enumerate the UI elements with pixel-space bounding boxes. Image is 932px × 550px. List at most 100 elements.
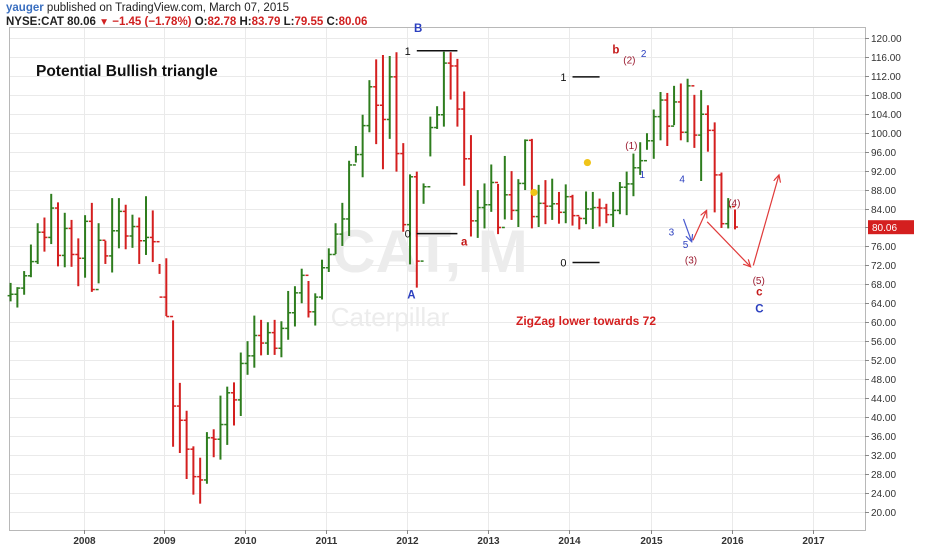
- ohlc-bar: [427, 116, 434, 188]
- ohlc-bar: [122, 204, 129, 250]
- ohlc-bar: [102, 239, 109, 264]
- high-label: H:: [239, 16, 252, 28]
- wave-label: B: [414, 23, 422, 35]
- ohlc-bar: [569, 194, 576, 226]
- wave-label: (5): [753, 276, 765, 287]
- ohlc-bar: [420, 183, 427, 262]
- wave-label: C: [755, 304, 763, 316]
- ohlc-bar: [393, 52, 400, 172]
- ohlc-bar: [258, 319, 265, 356]
- y-tick-label: 100.00: [871, 129, 902, 140]
- ohlc-bar: [549, 178, 556, 220]
- ohlc-bar: [278, 321, 285, 358]
- ohlc-bar: [657, 92, 664, 141]
- ohlc-bar: [440, 51, 447, 127]
- ohlc-bar: [637, 142, 644, 175]
- ohlc-bar: [481, 183, 488, 229]
- wave-label: (3): [685, 255, 697, 266]
- ohlc-bar: [75, 238, 82, 287]
- low-label: L:: [283, 16, 295, 28]
- y-tick-label: 52.00: [871, 356, 896, 367]
- x-tick-label: 2012: [396, 536, 419, 547]
- projection-arrow: [682, 218, 692, 242]
- ohlc-bar: [264, 322, 271, 355]
- price-tag-bg: [868, 220, 914, 235]
- x-tick-label: 2015: [640, 536, 663, 547]
- publish-line: yauger published on TradingView.com, Mar…: [6, 1, 367, 15]
- grid: [10, 28, 865, 530]
- x-axis: 2008 2009 2010 2011 2012 2013 2014 2015 2016 2017: [73, 530, 825, 547]
- ohlc-bar: [237, 352, 244, 417]
- ohlc-bar: [467, 135, 474, 237]
- wave-label: (2): [623, 56, 635, 67]
- level-label: 0: [405, 229, 411, 241]
- wave-label: 2: [641, 49, 647, 60]
- open-value: 82.78: [207, 16, 237, 28]
- y-tick-label: 76.00: [871, 242, 896, 253]
- y-tick-label: 32.00: [871, 451, 896, 462]
- published-text: published on TradingView.com, March 07, …: [46, 2, 290, 14]
- down-triangle-icon: ▼: [99, 17, 110, 28]
- watermark: CAT, M Caterpillar: [331, 218, 528, 332]
- quote-line: NYSE:CAT 80.06 ▼ −1.45 (−1.78%) O:82.78 …: [6, 15, 367, 30]
- ohlc-bar: [21, 271, 28, 295]
- ohlc-bar: [129, 214, 136, 248]
- ohlc-bar: [190, 446, 197, 495]
- y-tick-label: 28.00: [871, 470, 896, 481]
- ohlc-bar: [508, 171, 515, 220]
- ohlc-bar: [271, 319, 278, 355]
- ohlc-bar: [447, 52, 454, 100]
- ohlc-bar: [251, 315, 258, 368]
- y-tick-label: 108.00: [871, 91, 902, 102]
- ohlc-bar: [434, 106, 441, 129]
- ohlc-bar: [474, 190, 481, 238]
- ohlc-bar: [731, 205, 738, 230]
- ohlc-bar: [535, 184, 542, 228]
- marker-dots[interactable]: [530, 158, 592, 197]
- ohlc-bar: [298, 268, 305, 304]
- ohlc-bar: [176, 382, 183, 453]
- chart-title[interactable]: Potential Bullish triangle: [36, 63, 218, 80]
- ohlc-bar: [325, 248, 332, 273]
- fib-levels[interactable]: 1 0 1 0: [405, 46, 600, 270]
- y-tick-label: 104.00: [871, 110, 902, 121]
- ohlc-bar: [515, 179, 522, 228]
- ohlc-bar: [61, 212, 68, 268]
- y-tick-label: 36.00: [871, 432, 896, 443]
- ohlc-bar: [461, 91, 468, 186]
- ohlc-bars: [7, 51, 738, 504]
- marker-dot: [530, 188, 538, 197]
- ohlc-bar: [203, 432, 210, 484]
- ohlc-bar: [346, 160, 353, 237]
- ohlc-bar: [54, 202, 61, 267]
- low-value: 79.55: [294, 16, 324, 28]
- projection-arrow: [706, 221, 750, 267]
- ohlc-bar: [14, 287, 21, 308]
- ohlc-bar: [312, 293, 319, 326]
- wave-label: 5: [683, 240, 689, 251]
- wave-label: (1): [625, 141, 637, 152]
- y-tick-label: 88.00: [871, 186, 896, 197]
- projection-arrow: [692, 210, 707, 241]
- ohlc-bar: [386, 56, 393, 139]
- wave-labels[interactable]: B Aa b (2) 2 (1) 1 4 35 (3) (4) (5)cC: [407, 23, 765, 316]
- ohlc-bar: [285, 290, 292, 340]
- ohlc-bar: [718, 172, 725, 228]
- ohlc-bar: [373, 59, 380, 145]
- ohlc-bar: [231, 382, 238, 426]
- x-tick-label: 2010: [234, 536, 257, 547]
- ohlc-bar: [48, 193, 55, 245]
- y-tick-label: 40.00: [871, 413, 896, 424]
- ohlc-bar: [488, 164, 495, 212]
- ohlc-bar: [27, 244, 34, 278]
- symbol-label: NYSE:CAT: [6, 16, 64, 28]
- author-name[interactable]: yauger: [6, 2, 44, 14]
- y-tick-label: 60.00: [871, 318, 896, 329]
- wave-label: 3: [669, 228, 675, 239]
- zigzag-note[interactable]: ZigZag lower towards 72: [516, 314, 656, 328]
- ohlc-bar: [603, 203, 610, 224]
- projection-arrows[interactable]: [682, 175, 780, 267]
- y-tick-label: 64.00: [871, 299, 896, 310]
- ohlc-bar: [332, 223, 339, 256]
